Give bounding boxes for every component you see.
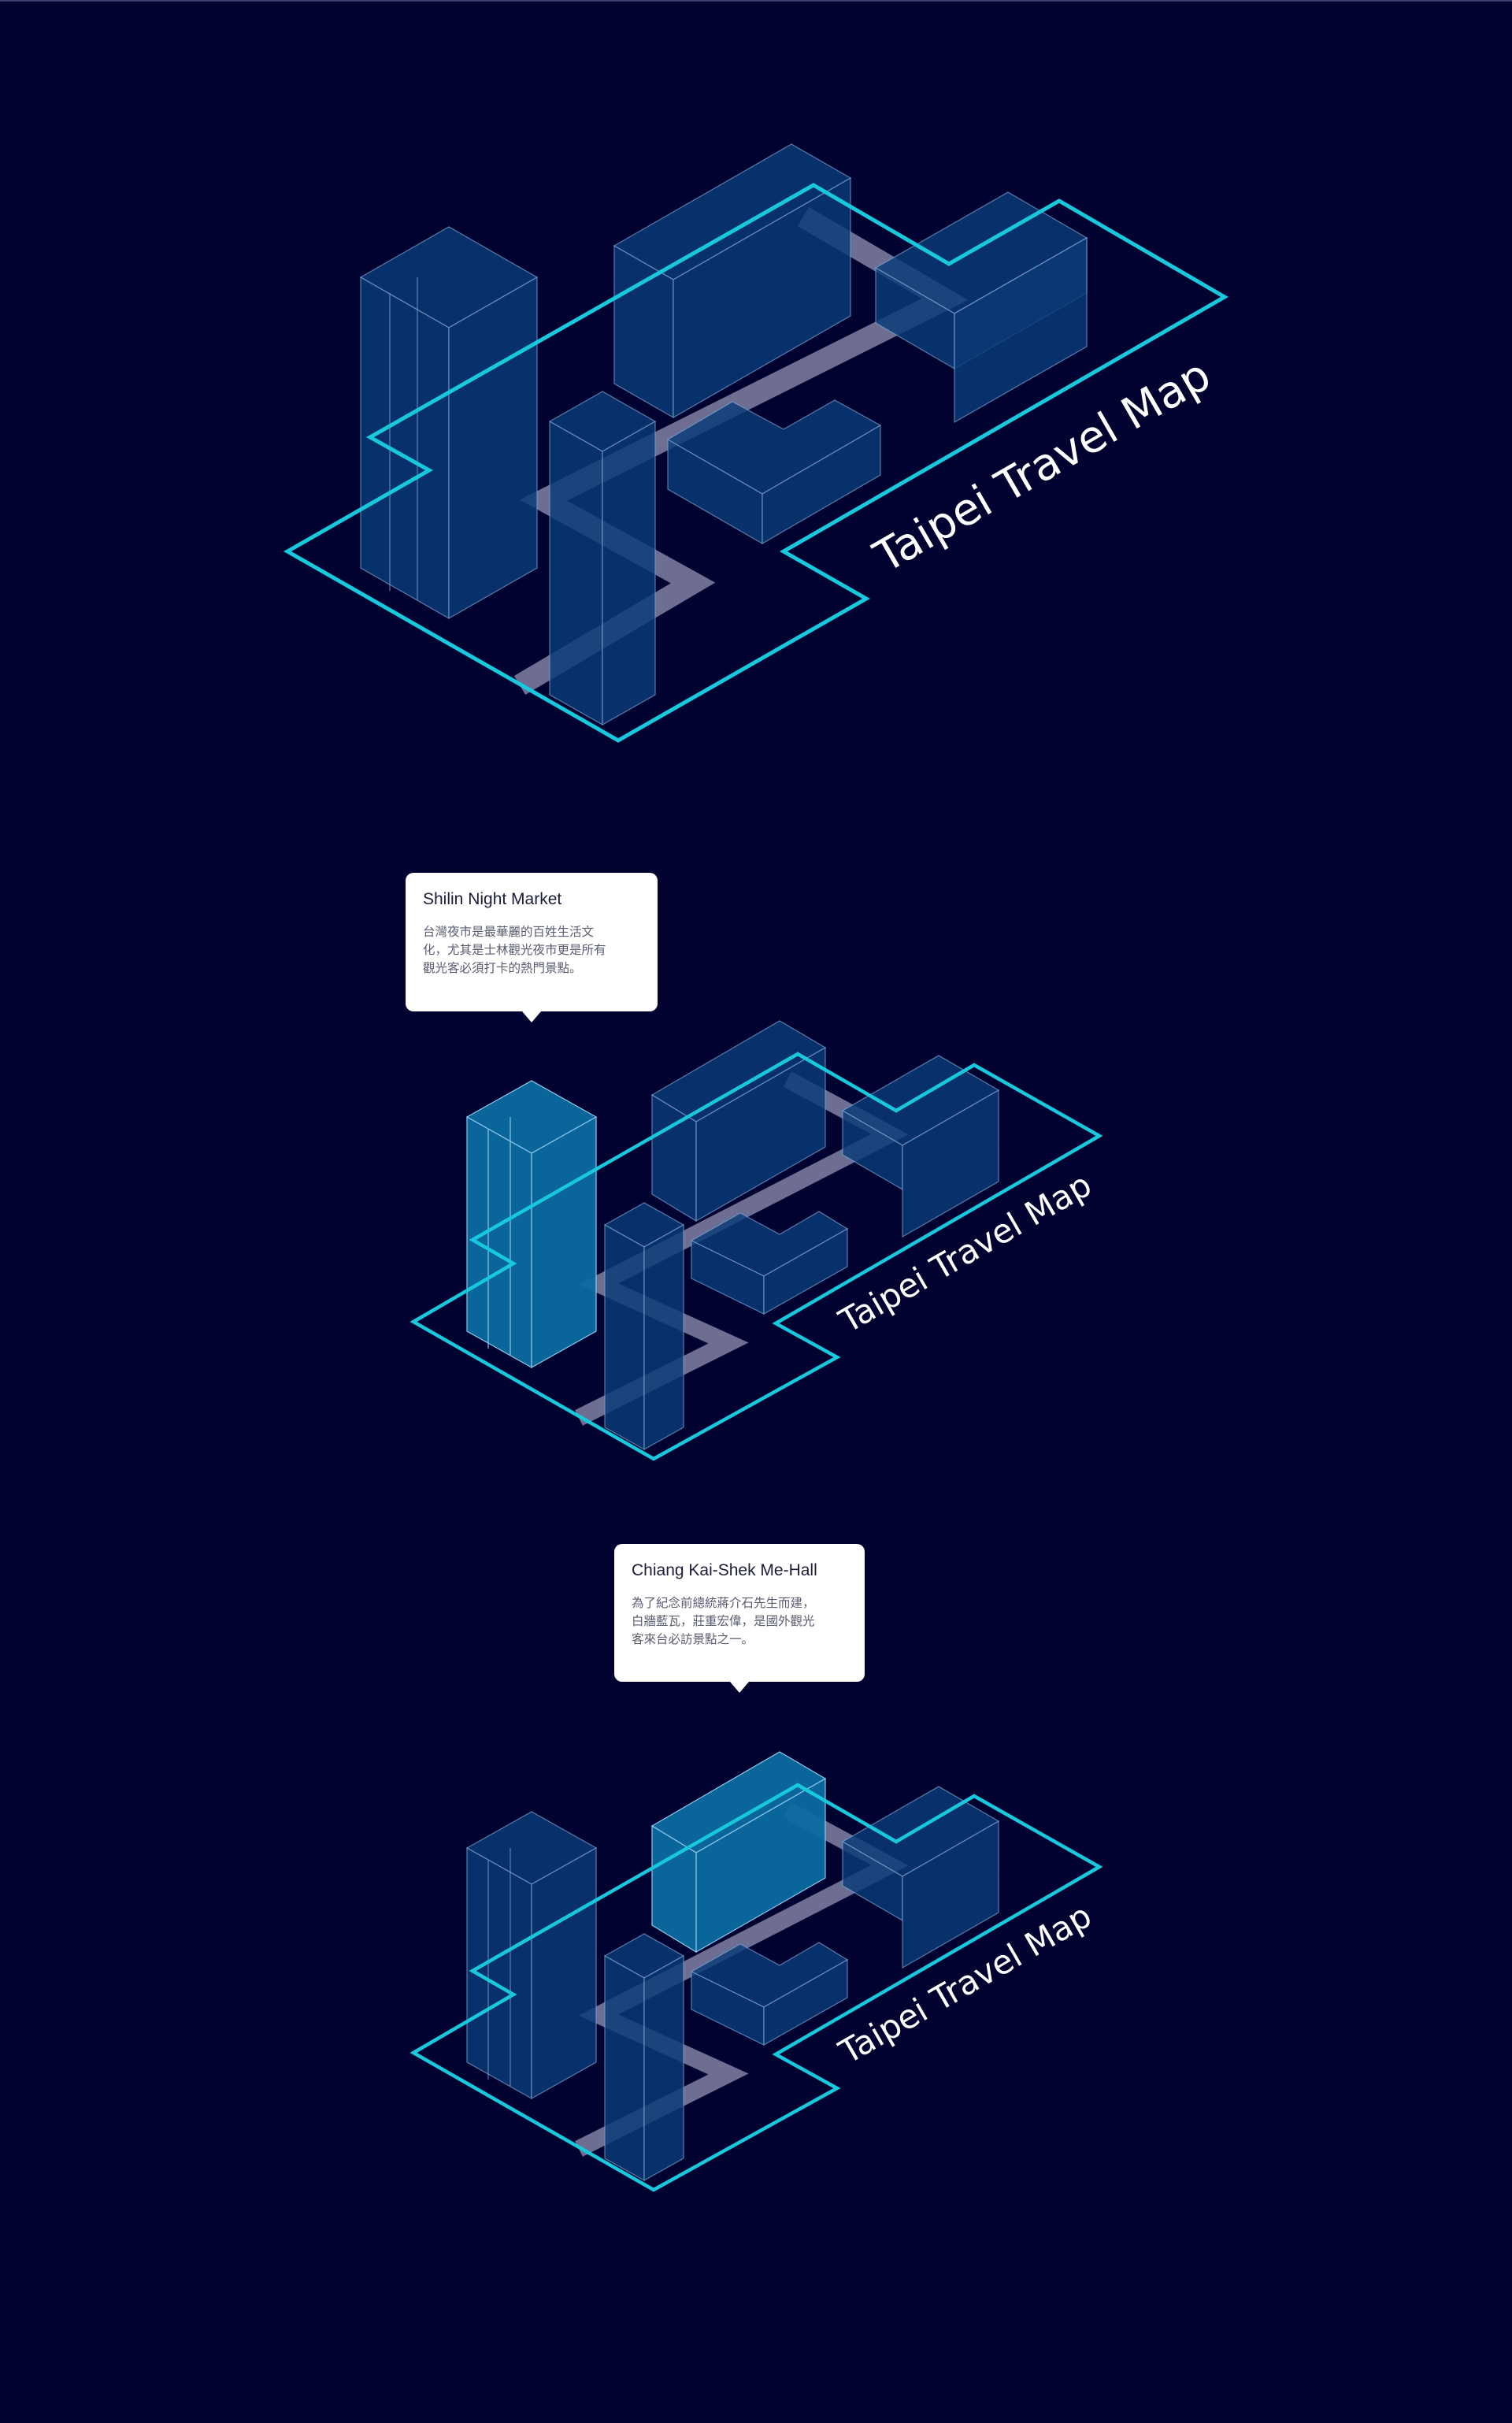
building-right[interactable] bbox=[841, 1055, 1000, 1238]
building-right[interactable] bbox=[874, 191, 1088, 424]
tooltip-title: Shilin Night Market bbox=[423, 890, 562, 908]
building-front[interactable] bbox=[603, 1933, 685, 2182]
map-scene-overview: Taipei Travel Map bbox=[276, 126, 1299, 772]
building-front[interactable] bbox=[603, 1202, 685, 1451]
tooltip-description: 台灣夜市是最華麗的百姓生活文 化，尤其是士林觀光夜市更是所有 觀光客必須打卡的熱… bbox=[423, 925, 606, 975]
tooltip-title: Chiang Kai-Shek Me-Hall bbox=[632, 1561, 817, 1579]
map-outline bbox=[283, 183, 1228, 743]
building-small-l[interactable] bbox=[690, 1211, 849, 1315]
map-outline bbox=[410, 1783, 1103, 2192]
building-tower-highlighted[interactable] bbox=[465, 1080, 598, 1369]
building-hall-highlighted[interactable] bbox=[650, 1751, 827, 1954]
tooltip-description: 為了紀念前總統蔣介石先生而建， 白牆藍瓦，莊重宏偉，是國外觀光 客來台必訪景點之… bbox=[632, 1596, 815, 1646]
building-hall[interactable] bbox=[613, 143, 852, 419]
map-illustration: Taipei Travel Map bbox=[410, 1020, 1103, 1461]
map-illustration: Taipei Travel Map bbox=[283, 143, 1228, 743]
map-outline bbox=[410, 1052, 1103, 1461]
map-scene-shilin: Taipei Travel Map bbox=[410, 1016, 1150, 1465]
building-right[interactable] bbox=[841, 1786, 1000, 1969]
building-small-l[interactable] bbox=[690, 1942, 849, 2046]
map-scene-cks: Taipei Travel Map bbox=[410, 1741, 1150, 2206]
building-front[interactable] bbox=[548, 391, 657, 726]
building-tower[interactable] bbox=[465, 1811, 598, 2100]
building-tower[interactable] bbox=[359, 226, 539, 620]
tooltip-chiang-kai-shek-memorial-hall: Chiang Kai-Shek Me-Hall 為了紀念前總統蔣介石先生而建， … bbox=[614, 1544, 865, 1693]
building-hall[interactable] bbox=[650, 1020, 827, 1223]
top-border bbox=[0, 0, 1512, 2]
map-illustration: Taipei Travel Map bbox=[410, 1751, 1103, 2192]
tooltip-shilin-night-market: Shilin Night Market 台灣夜市是最華麗的百姓生活文 化，尤其是… bbox=[406, 873, 658, 1022]
map-title: Taipei Travel Map bbox=[865, 350, 1220, 584]
building-small-l[interactable] bbox=[666, 399, 882, 545]
